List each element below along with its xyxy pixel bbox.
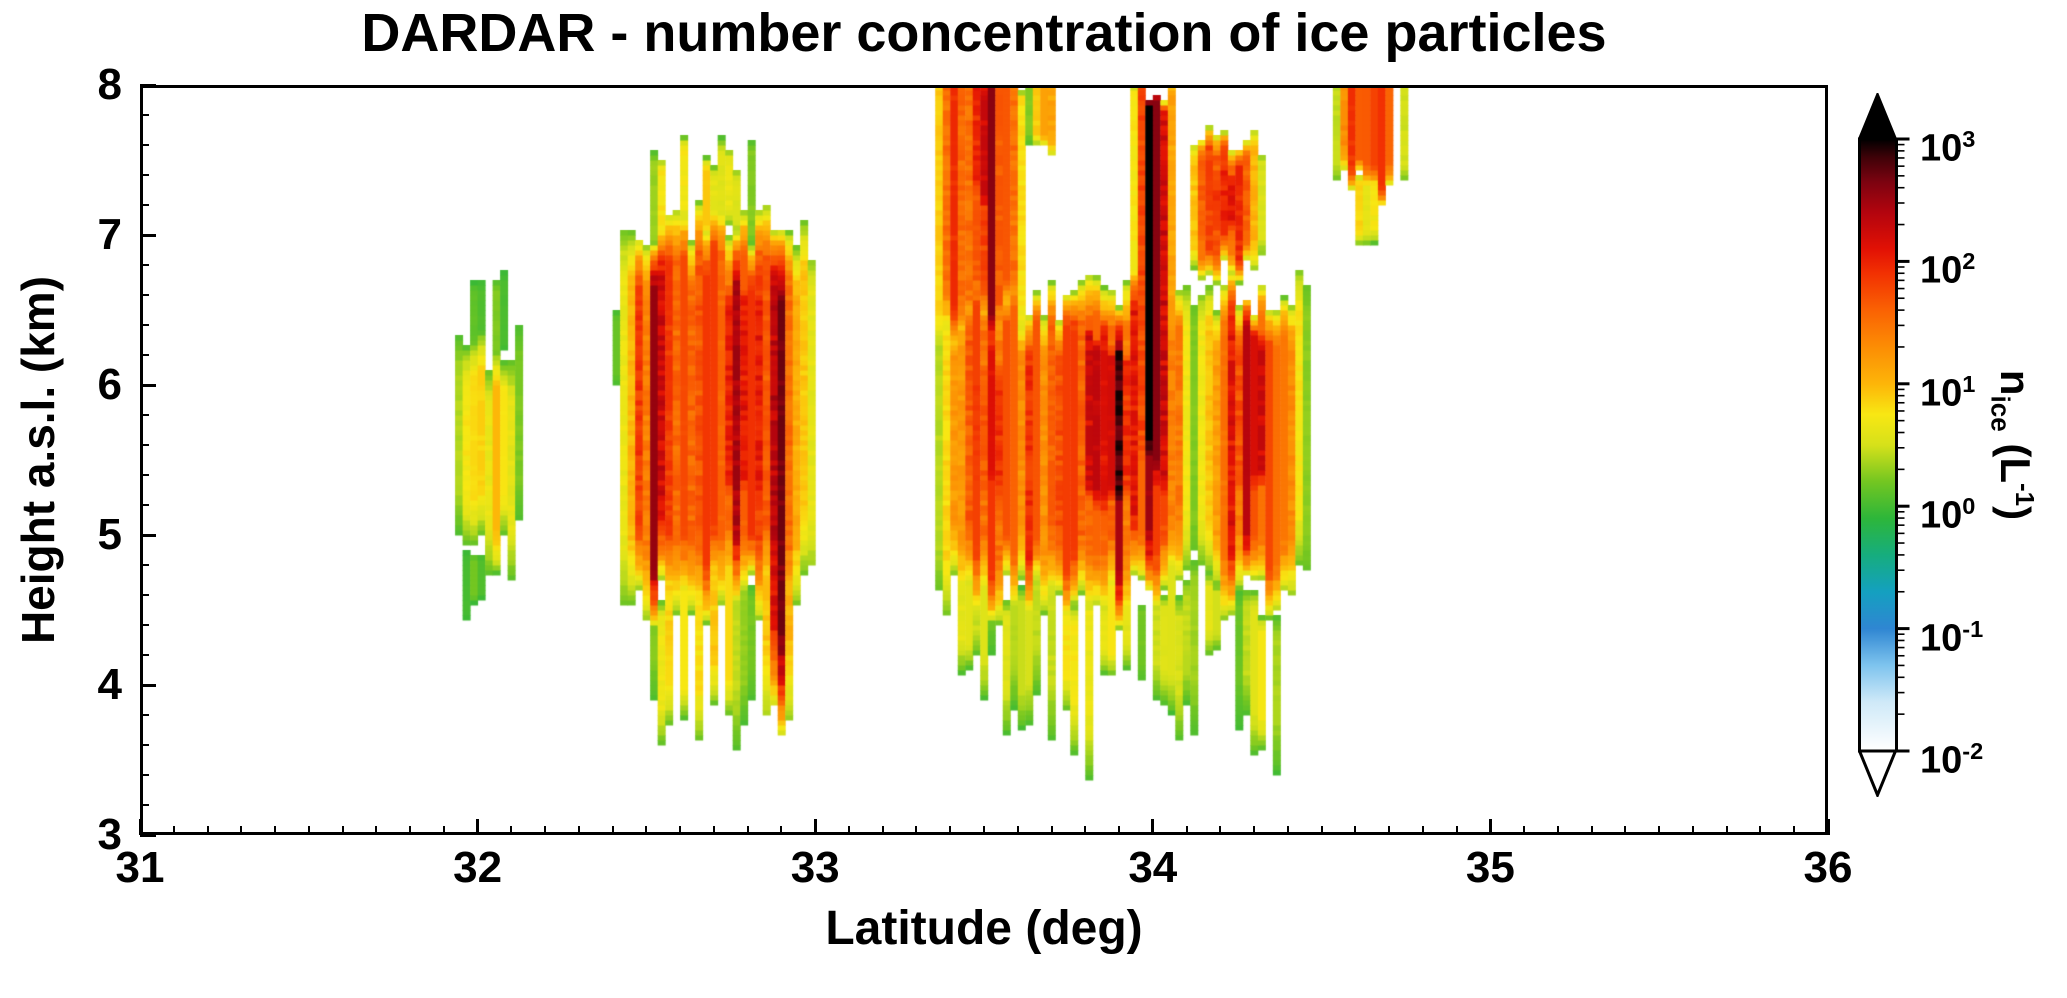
x-tick-label: 36 xyxy=(1803,843,1853,892)
colorbar-tick-label: 102 xyxy=(1920,248,1976,293)
colorbar-arrow-up-icon xyxy=(1858,93,1898,141)
colorbar-tick-label: 101 xyxy=(1920,370,1976,415)
y-tick-label: 5 xyxy=(97,510,122,559)
y-tick-label: 6 xyxy=(97,360,122,409)
y-tick-label: 7 xyxy=(97,210,122,259)
y-tick-label: 3 xyxy=(97,810,122,859)
chart-title: DARDAR - number concentration of ice par… xyxy=(361,3,1607,63)
colorbar-tick-label: 10-1 xyxy=(1920,615,1984,660)
x-axis-label: Latitude (deg) xyxy=(825,902,1143,955)
x-tick-label: 33 xyxy=(790,843,840,892)
colorbar-tick-label: 10-2 xyxy=(1920,738,1984,782)
colorbar-ticks xyxy=(1896,137,1910,753)
y-tick-label: 8 xyxy=(97,60,122,109)
colorbar-label-symbol: n xyxy=(1992,369,2039,396)
colorbar-arrow-down-icon xyxy=(1858,749,1898,797)
colorbar-label-units-open: (L xyxy=(1992,431,2039,483)
colorbar-gradient xyxy=(1858,137,1898,753)
x-tick-label: 35 xyxy=(1465,843,1515,892)
colorbar-axis-label: nice (L-1) xyxy=(1986,265,2051,625)
x-tick-label: 31 xyxy=(115,843,165,892)
colorbar-label-exponent: -1 xyxy=(2010,483,2040,507)
colorbar-label-units-close: ) xyxy=(1992,506,2039,521)
x-tick-label: 34 xyxy=(1128,843,1178,892)
colorbar-label-subscript: ice xyxy=(1985,395,2016,432)
y-tick-label: 4 xyxy=(97,660,122,709)
x-tick-label: 32 xyxy=(453,843,503,892)
colorbar-tick-label: 100 xyxy=(1920,493,1976,537)
colorbar xyxy=(1858,93,1910,797)
y-axis-label: Height a.s.l. (km) xyxy=(12,275,64,645)
heatmap-canvas xyxy=(140,85,1828,835)
colorbar-tick-label: 103 xyxy=(1920,126,1976,170)
